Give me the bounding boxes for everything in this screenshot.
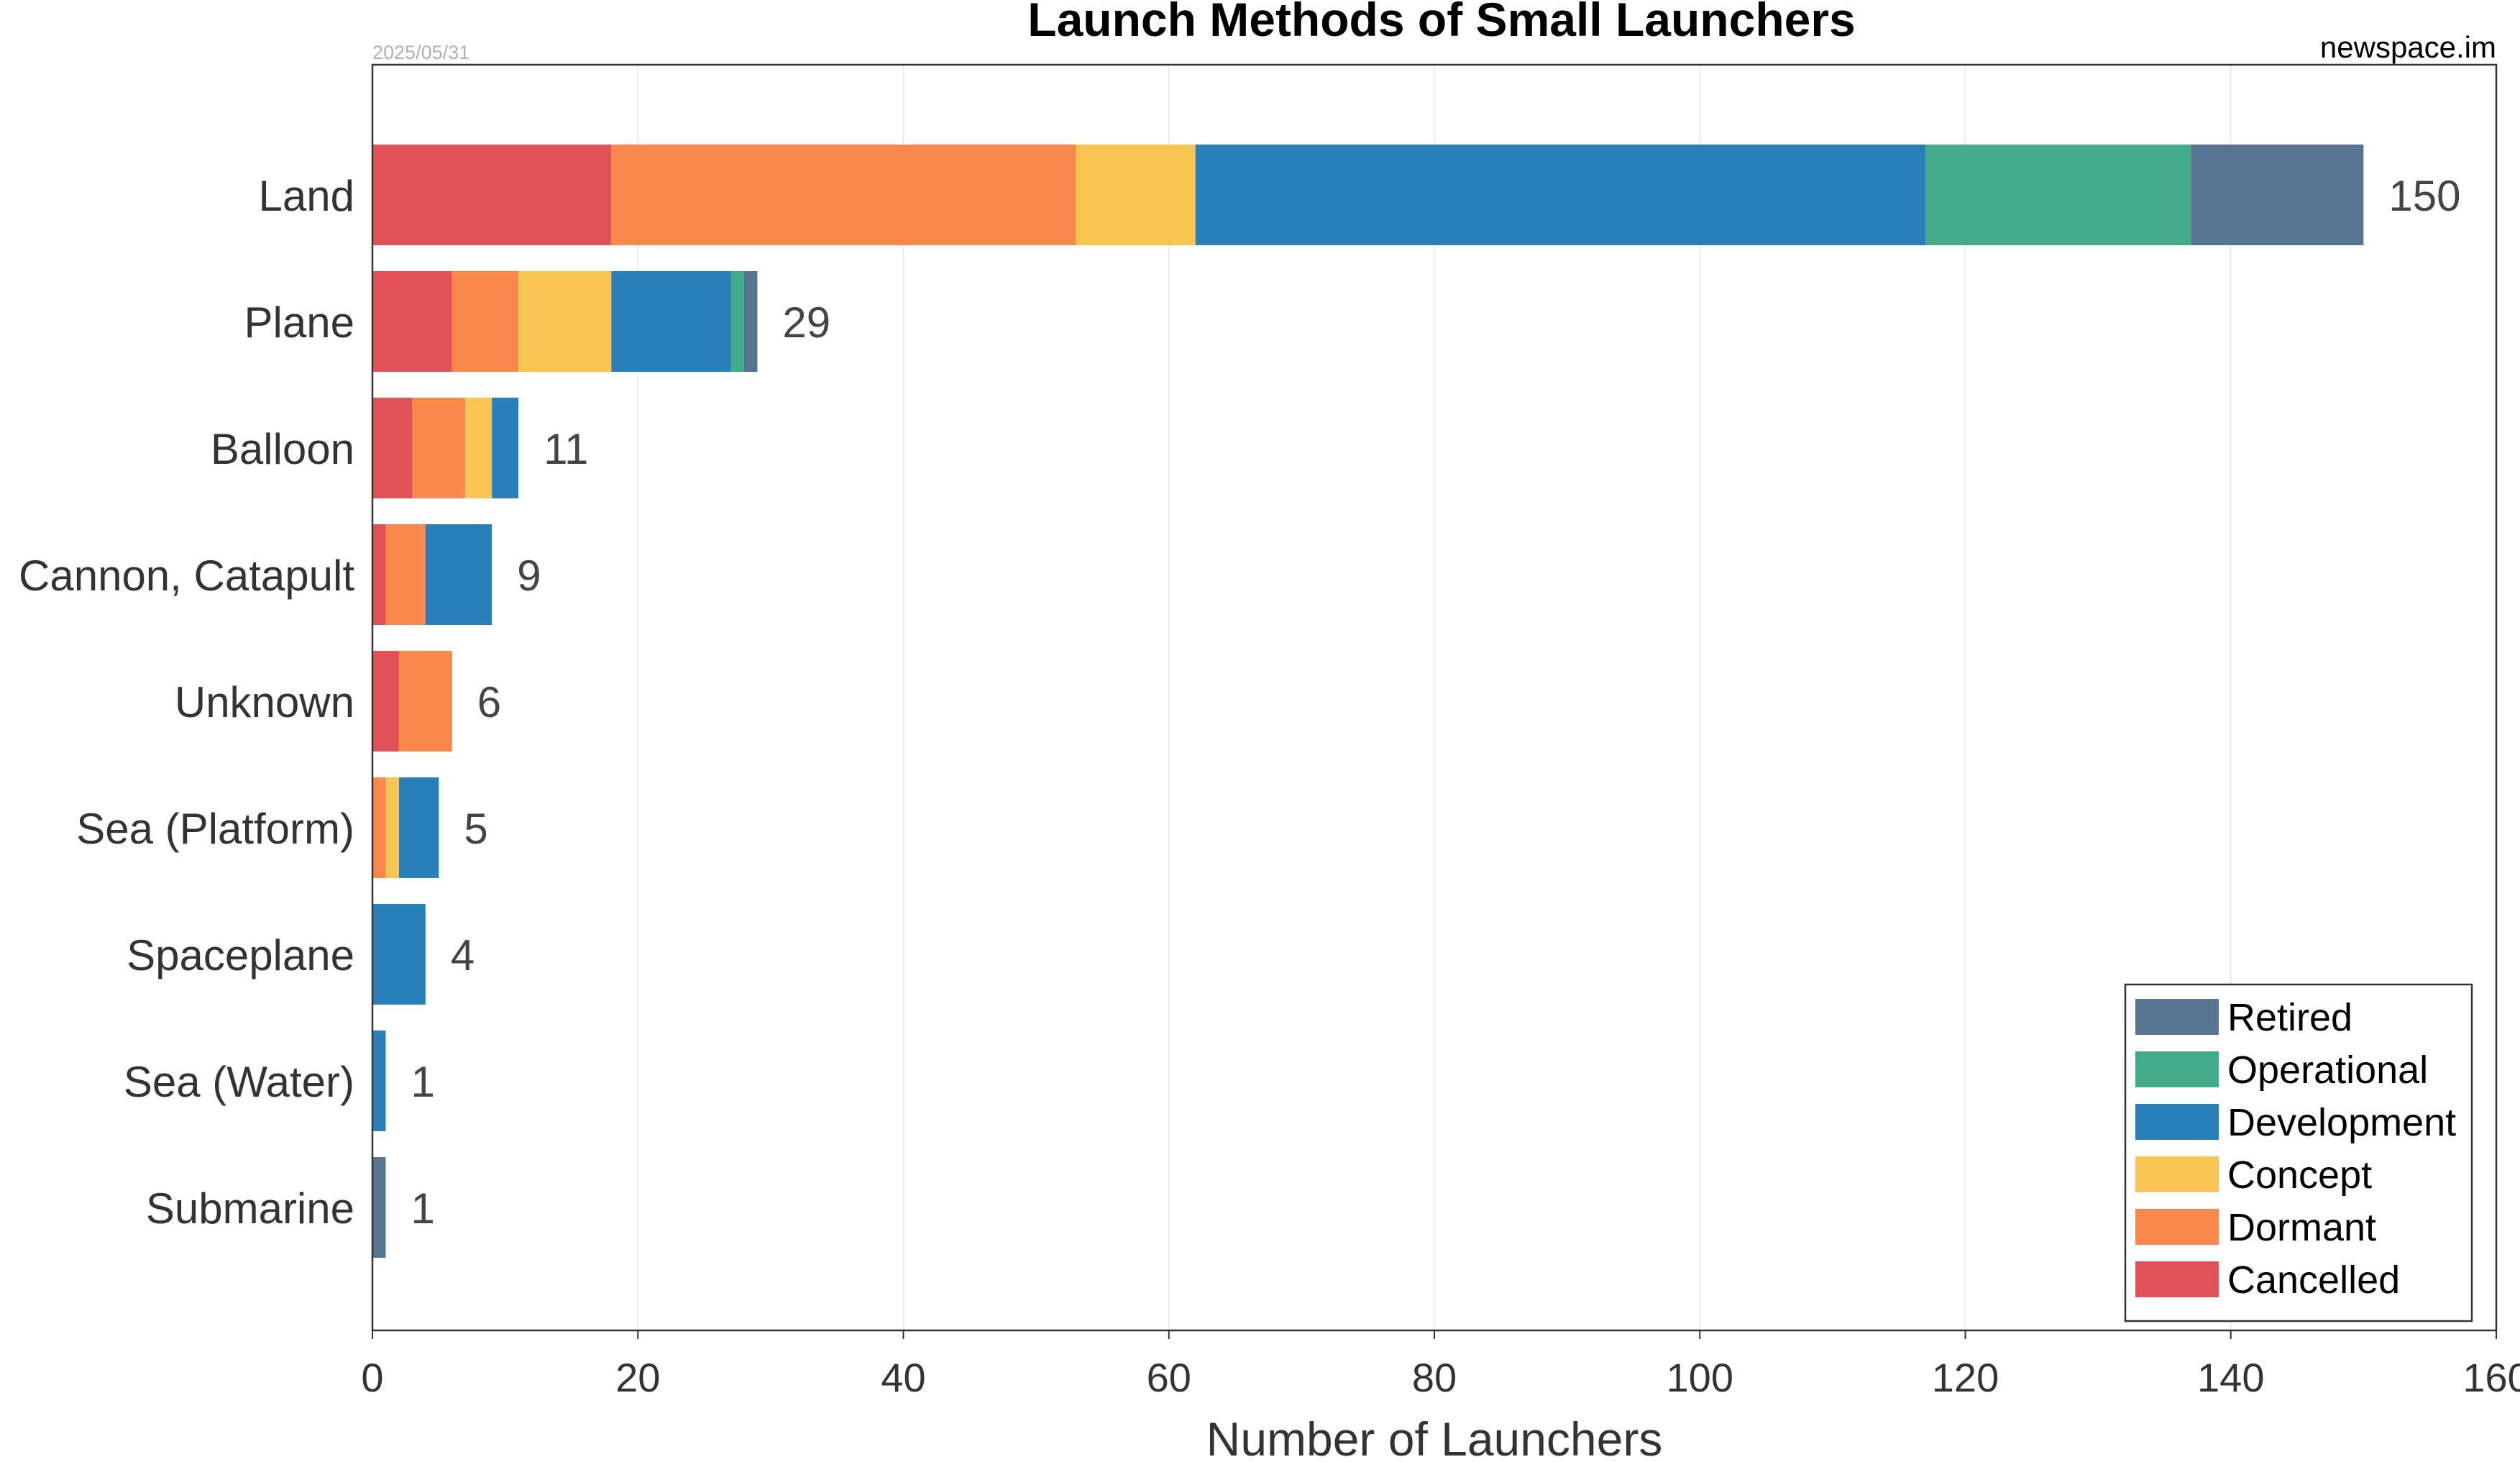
y-tick-label-4: Unknown	[175, 678, 354, 726]
chart-date: 2025/05/31	[372, 42, 469, 63]
bar-total-label-7: 1	[411, 1058, 434, 1106]
y-tick-label-8: Submarine	[146, 1184, 354, 1233]
bar-segment-1-2	[518, 271, 612, 372]
bar-segment-0-0	[372, 145, 612, 245]
bar-total-label-5: 5	[464, 805, 487, 853]
bar-segment-0-3	[1195, 145, 1926, 245]
chart-title: Launch Methods of Small Launchers	[1027, 0, 1856, 46]
legend-swatch-3	[2135, 1156, 2219, 1192]
bar-total-label-8: 1	[411, 1184, 434, 1233]
legend-swatch-0	[2135, 999, 2219, 1035]
bar-segment-8-5	[372, 1157, 386, 1258]
bar-segment-0-5	[2191, 145, 2364, 245]
bar-total-label-4: 6	[477, 678, 501, 726]
legend-swatch-4	[2135, 1209, 2219, 1245]
x-axis-ticks: 0 20 40 60 80 100 120 140 160	[361, 1330, 2520, 1400]
x-tick-label-8: 160	[2462, 1355, 2520, 1400]
x-tick-label-6: 120	[1932, 1355, 1999, 1400]
legend-swatch-1	[2135, 1051, 2219, 1087]
x-tick-label-4: 80	[1412, 1355, 1457, 1400]
y-axis-labels: Land Plane Balloon Cannon, Catapult Unknown S…	[19, 172, 354, 1233]
bar-segment-0-2	[1076, 145, 1196, 245]
bar-segment-1-3	[611, 271, 731, 372]
x-tick-label-3: 60	[1147, 1355, 1191, 1400]
bar-total-label-2: 11	[544, 425, 588, 473]
bar-segment-2-2	[465, 398, 492, 498]
x-tick-label-0: 0	[361, 1355, 383, 1400]
bar-segment-5-2	[385, 777, 399, 878]
x-axis-label: Number of Launchers	[1206, 1412, 1663, 1458]
y-tick-label-0: Land	[259, 172, 354, 220]
y-tick-label-5: Sea (Platform)	[76, 805, 354, 853]
bar-segment-7-3	[372, 1031, 386, 1131]
bar-segment-4-0	[372, 651, 399, 751]
x-tick-label-2: 40	[881, 1355, 925, 1400]
grid	[637, 65, 2232, 1330]
bar-segment-3-0	[372, 524, 386, 625]
legend-label-5: Cancelled	[2227, 1258, 2400, 1302]
legend-label-2: Development	[2227, 1101, 2456, 1144]
y-tick-label-3: Cannon, Catapult	[19, 552, 354, 600]
y-tick-label-6: Spaceplane	[127, 931, 354, 979]
bar-segment-1-5	[743, 271, 758, 372]
bar-segment-5-1	[372, 777, 386, 878]
legend-label-1: Operational	[2227, 1048, 2428, 1092]
bar-total-label-1: 29	[782, 298, 830, 347]
x-tick-label-5: 100	[1667, 1355, 1733, 1400]
bar-total-label-3: 9	[517, 552, 541, 600]
chart-source: newspace.im	[2320, 30, 2496, 64]
legend-label-4: Dormant	[2227, 1206, 2376, 1249]
legend-swatch-5	[2135, 1261, 2219, 1297]
x-tick-label-7: 140	[2197, 1355, 2264, 1400]
legend-label-3: Concept	[2227, 1153, 2372, 1197]
legend: Retired Operational Development Concept Dorm…	[2124, 983, 2473, 1322]
bar-segment-2-3	[492, 398, 519, 498]
bar-segment-2-0	[372, 398, 413, 498]
bar-segment-3-1	[385, 524, 426, 625]
bars	[372, 145, 2364, 1258]
bar-segment-1-0	[372, 271, 452, 372]
legend-swatch-2	[2135, 1104, 2219, 1140]
y-tick-label-2: Balloon	[211, 425, 354, 473]
bar-segment-5-3	[398, 777, 439, 878]
bar-segment-2-1	[412, 398, 466, 498]
bar-segment-4-1	[398, 651, 452, 751]
bar-segment-6-3	[372, 904, 426, 1005]
bar-total-label-0: 150	[2388, 172, 2460, 220]
bar-segment-3-3	[425, 524, 492, 625]
x-tick-label-1: 20	[615, 1355, 660, 1400]
legend-label-0: Retired	[2227, 996, 2352, 1039]
y-tick-label-7: Sea (Water)	[124, 1058, 354, 1106]
bar-segment-1-1	[452, 271, 519, 372]
y-tick-label-1: Plane	[244, 298, 354, 347]
bar-total-label-6: 4	[451, 931, 475, 979]
bar-segment-0-1	[611, 145, 1076, 245]
bar-segment-1-4	[730, 271, 744, 372]
bar-segment-0-4	[1925, 145, 2191, 245]
